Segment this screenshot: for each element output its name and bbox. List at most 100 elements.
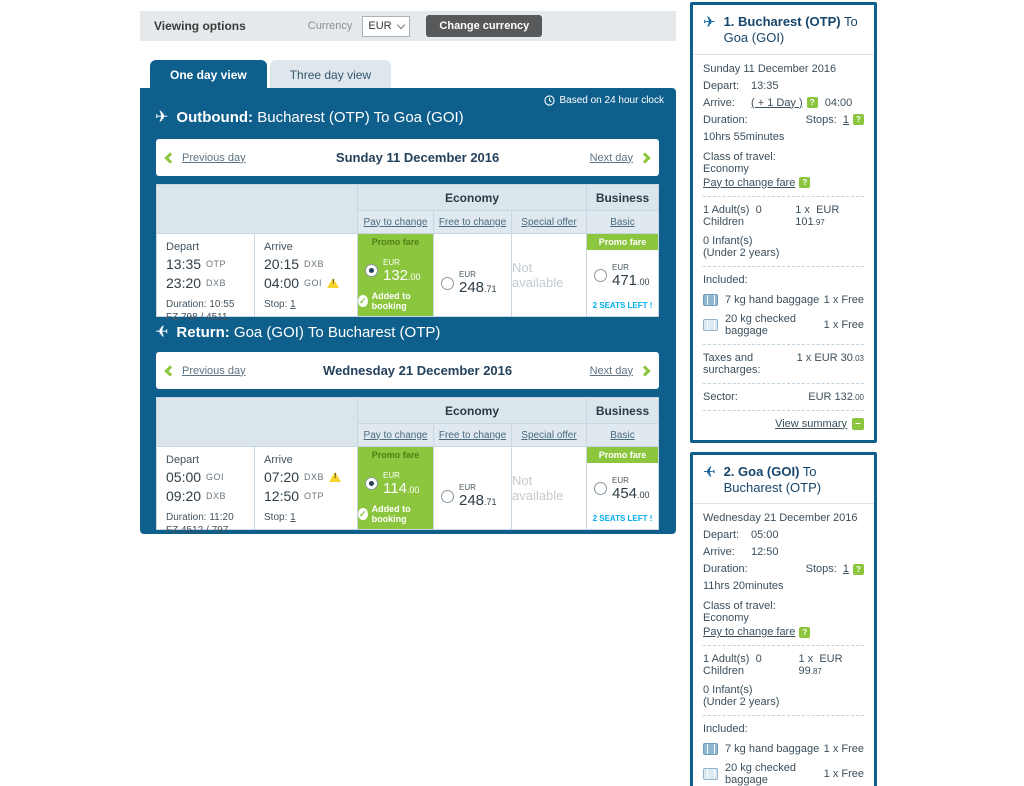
divider bbox=[703, 195, 864, 197]
question-icon[interactable]: ? bbox=[806, 97, 818, 109]
outbound-fare-free-to-change[interactable]: EUR 248.71 bbox=[434, 234, 511, 316]
added-to-booking: ✓ Added to booking bbox=[358, 504, 411, 524]
arrive-code-2: OTP bbox=[304, 491, 325, 501]
fare-amount: 471 bbox=[612, 271, 638, 289]
return-label: Return: bbox=[176, 324, 230, 341]
chevron-left-icon[interactable] bbox=[164, 364, 176, 377]
infants-count: 0 Infant(s) bbox=[703, 234, 753, 247]
duration-text: Duration: 10:55 bbox=[166, 299, 235, 310]
summary-date: Sunday 11 December 2016 bbox=[703, 62, 837, 75]
card-title-bold: 1. Bucharest (OTP) bbox=[723, 14, 841, 29]
chevron-right-icon[interactable] bbox=[639, 151, 651, 164]
return-fare-pay-to-change[interactable]: Promo fare EUR 114.00 ✓ Added to booking bbox=[358, 447, 433, 529]
fare-radio-selected[interactable] bbox=[365, 264, 378, 277]
children-count: 0 Children bbox=[703, 203, 762, 228]
viewing-options-title: Viewing options bbox=[154, 19, 246, 33]
fare-type-pay-to-change[interactable]: Pay to change bbox=[358, 211, 433, 233]
pax-price: EUR 101 bbox=[795, 203, 840, 228]
fare-radio[interactable] bbox=[594, 269, 607, 282]
return-next-day-link[interactable]: Next day bbox=[589, 364, 633, 377]
table-corner-cell bbox=[157, 398, 357, 446]
fare-type-link[interactable]: Pay to change fare bbox=[703, 626, 796, 638]
fare-type-basic[interactable]: Basic bbox=[587, 424, 658, 446]
depart-code-2: DXB bbox=[206, 278, 227, 288]
depart-time-1: 13:35 bbox=[166, 256, 202, 272]
plane-right-icon: ✈ bbox=[155, 108, 169, 126]
outbound-fare-business-basic[interactable]: Promo fare EUR 471.00 2 SEATS LEFT ! bbox=[587, 234, 658, 316]
chevron-left-icon[interactable] bbox=[164, 151, 176, 164]
hand-baggage-icon bbox=[703, 743, 718, 755]
depart-code-1: GOI bbox=[206, 472, 225, 482]
card-title-rest: To Goa (GOI) bbox=[723, 14, 858, 46]
included-label: Included: bbox=[703, 723, 748, 735]
return-fare-table: Economy Business Pay to change Free to c… bbox=[156, 397, 659, 536]
plus-one-day-link[interactable]: ( + 1 Day ) bbox=[751, 96, 803, 109]
tab-three-day-view[interactable]: Three day view bbox=[269, 60, 392, 90]
fare-type-basic[interactable]: Basic bbox=[587, 211, 658, 233]
flight-number: FZ 4512 / 797 bbox=[166, 525, 229, 536]
tab-one-day-view[interactable]: One day view bbox=[150, 60, 267, 90]
view-summary-link[interactable]: View summary bbox=[775, 417, 847, 430]
stops-label: Stops: bbox=[805, 113, 837, 126]
question-icon[interactable]: ? bbox=[853, 563, 864, 575]
change-currency-button[interactable]: Change currency bbox=[426, 15, 543, 37]
question-icon[interactable]: ? bbox=[853, 114, 864, 126]
fare-amount: 132 bbox=[383, 266, 409, 284]
return-fare-free-to-change[interactable]: EUR 248.71 bbox=[434, 447, 511, 529]
fare-type-special-offer[interactable]: Special offer bbox=[512, 424, 586, 446]
fare-type-free-to-change[interactable]: Free to change bbox=[434, 424, 511, 446]
class-of-travel-label: Class of travel: bbox=[703, 600, 776, 612]
divider bbox=[703, 343, 864, 345]
fare-radio[interactable] bbox=[594, 482, 607, 495]
baggage-label: 7 kg hand baggage bbox=[725, 293, 820, 306]
outbound-depart-cell: Depart 13:35 OTP 23:20 DXB Duration: 10:55… bbox=[157, 234, 254, 323]
fare-radio-selected[interactable] bbox=[365, 477, 378, 490]
fare-type-free-to-change[interactable]: Free to change bbox=[434, 211, 511, 233]
stop-count-link[interactable]: 1 bbox=[290, 299, 296, 310]
question-icon[interactable]: ? bbox=[799, 177, 811, 189]
sector-label: Sector: bbox=[703, 390, 738, 403]
baggage-label: 7 kg hand baggage bbox=[725, 743, 820, 755]
outbound-fare-table: Economy Business Pay to change Free to c… bbox=[156, 184, 659, 323]
stop-count-link[interactable]: 1 bbox=[290, 512, 296, 523]
depart-time: 05:00 bbox=[751, 529, 779, 541]
fare-type-special-offer[interactable]: Special offer bbox=[512, 211, 586, 233]
baggage-row: 7 kg hand baggage 1 x Free bbox=[703, 293, 864, 306]
question-icon[interactable]: ? bbox=[799, 626, 811, 638]
outbound-previous-day-link[interactable]: Previous day bbox=[182, 151, 246, 164]
return-depart-cell: Depart 05:00 GOI 09:20 DXB Duration: 11:20… bbox=[157, 447, 254, 536]
children-count: 0 Children bbox=[703, 653, 762, 677]
depart-code-2: DXB bbox=[206, 491, 227, 501]
promo-fare-banner: Promo fare bbox=[587, 234, 658, 250]
depart-time: 13:35 bbox=[751, 79, 779, 92]
outbound-fare-pay-to-change[interactable]: Promo fare EUR 132.00 ✓ Added to booking bbox=[358, 234, 433, 316]
outbound-next-day-link[interactable]: Next day bbox=[589, 151, 633, 164]
arrive-code-1: DXB bbox=[304, 259, 325, 269]
fare-radio[interactable] bbox=[441, 489, 454, 503]
taxes-value: 1 x EUR 30 bbox=[796, 351, 853, 364]
arrive-time: 04:00 bbox=[824, 96, 853, 109]
return-fare-business-basic[interactable]: Promo fare EUR 454.00 2 SEATS LEFT ! bbox=[587, 447, 658, 529]
return-arrive-cell: Arrive 07:20 DXB! 12:50 OTP Stop: 1 bbox=[255, 447, 357, 529]
baggage-value: 1 x Free bbox=[823, 768, 864, 780]
view-tabs: One day view Three day view bbox=[150, 60, 392, 90]
stops-count-link[interactable]: 1 bbox=[842, 113, 849, 126]
depart-label: Depart: bbox=[703, 79, 740, 92]
return-previous-day-link[interactable]: Previous day bbox=[182, 364, 246, 377]
stops-count-link[interactable]: 1 bbox=[842, 563, 849, 575]
fare-type-pay-to-change[interactable]: Pay to change bbox=[358, 424, 433, 446]
fare-radio[interactable] bbox=[441, 276, 454, 290]
currency-select[interactable]: EUR bbox=[362, 15, 411, 37]
collapse-icon[interactable]: – bbox=[852, 417, 864, 430]
fare-type-link[interactable]: Pay to change fare bbox=[703, 176, 796, 189]
baggage-row: 20 kg checked baggage 1 x Free bbox=[703, 762, 864, 786]
divider bbox=[703, 645, 864, 646]
economy-column-group: Economy bbox=[358, 398, 586, 423]
taxes-label: Taxes and surcharges: bbox=[703, 351, 761, 376]
chevron-right-icon[interactable] bbox=[639, 364, 651, 377]
return-fare-special-offer: Not available bbox=[512, 447, 586, 529]
infants-note: (Under 2 years) bbox=[703, 246, 780, 259]
warning-icon: ! bbox=[329, 472, 342, 482]
fare-amount: 248 bbox=[459, 279, 485, 296]
depart-time-1: 05:00 bbox=[166, 469, 202, 485]
